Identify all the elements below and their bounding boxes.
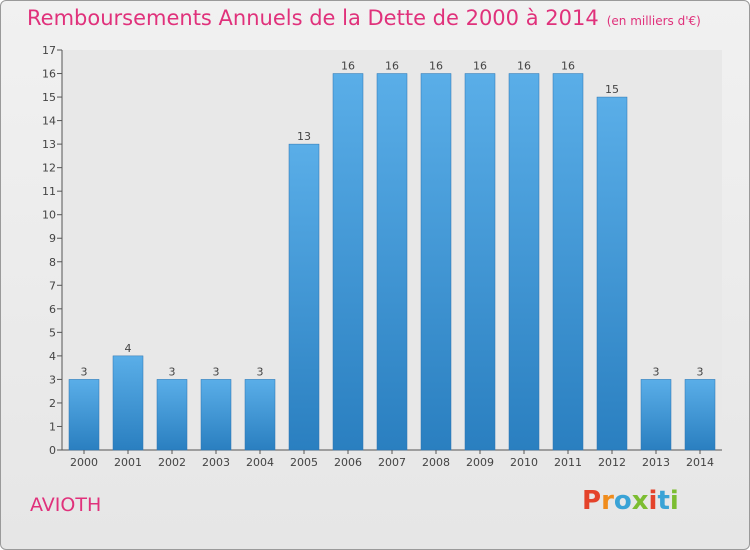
y-tick-label: 13	[42, 138, 56, 151]
data-label: 16	[341, 60, 355, 73]
data-label: 15	[605, 83, 619, 96]
data-label: 3	[697, 365, 704, 378]
y-tick-label: 4	[49, 350, 56, 363]
data-label: 3	[169, 365, 176, 378]
x-tick-label: 2002	[158, 456, 186, 469]
y-tick-label: 0	[49, 444, 56, 457]
chart-title-unit: (en milliers d'€)	[606, 14, 701, 28]
data-label: 4	[125, 342, 132, 355]
bar	[464, 73, 496, 451]
data-label: 3	[213, 365, 220, 378]
x-tick-label: 2014	[686, 456, 714, 469]
bar	[200, 379, 232, 451]
y-tick-label: 3	[49, 373, 56, 386]
y-tick-label: 9	[49, 232, 56, 245]
data-label: 3	[81, 365, 88, 378]
x-tick-label: 2009	[466, 456, 494, 469]
x-tick-label: 2006	[334, 456, 362, 469]
logo-letter: i	[648, 486, 658, 516]
bar	[596, 96, 628, 451]
x-tick-label: 2011	[554, 456, 582, 469]
bar	[244, 379, 276, 451]
commune-name: AVIOTH	[30, 494, 102, 516]
chart-title-text: Remboursements Annuels de la Dette de 20…	[27, 6, 599, 30]
x-tick-label: 2005	[290, 456, 318, 469]
logo-letter: x	[631, 486, 649, 516]
data-label: 3	[653, 365, 660, 378]
bar	[376, 73, 408, 451]
logo-letter: o	[613, 486, 632, 516]
proxiti-logo: Proxiti	[582, 486, 679, 516]
y-tick-label: 14	[42, 115, 56, 128]
data-label: 16	[561, 60, 575, 73]
bar	[684, 379, 716, 451]
y-tick-label: 15	[42, 91, 56, 104]
y-tick-label: 6	[49, 303, 56, 316]
y-tick-label: 16	[42, 68, 56, 81]
data-label: 16	[517, 60, 531, 73]
logo-letter: P	[582, 486, 602, 516]
data-label: 16	[429, 60, 443, 73]
bar	[552, 73, 584, 451]
x-tick-label: 2000	[70, 456, 98, 469]
bar	[332, 73, 364, 451]
y-tick-label: 5	[49, 326, 56, 339]
data-label: 16	[385, 60, 399, 73]
y-tick-label: 17	[42, 44, 56, 57]
logo-letter: t	[657, 486, 670, 516]
x-tick-label: 2008	[422, 456, 450, 469]
y-tick-label: 12	[42, 162, 56, 175]
bar	[68, 379, 100, 451]
x-tick-label: 2003	[202, 456, 230, 469]
logo-letter: i	[669, 486, 679, 516]
bar	[508, 73, 540, 451]
chart-title: Remboursements Annuels de la Dette de 20…	[27, 6, 701, 30]
y-tick-label: 2	[49, 397, 56, 410]
y-tick-label: 1	[49, 420, 56, 433]
x-tick-label: 2007	[378, 456, 406, 469]
data-label: 16	[473, 60, 487, 73]
y-tick-label: 10	[42, 209, 56, 222]
y-tick-label: 7	[49, 279, 56, 292]
bar	[112, 355, 144, 451]
x-tick-label: 2004	[246, 456, 274, 469]
x-tick-label: 2013	[642, 456, 670, 469]
y-tick-label: 8	[49, 256, 56, 269]
bar	[420, 73, 452, 451]
x-tick-label: 2012	[598, 456, 626, 469]
x-tick-label: 2010	[510, 456, 538, 469]
bar	[156, 379, 188, 451]
data-label: 13	[297, 130, 311, 143]
bar	[640, 379, 672, 451]
y-tick-label: 11	[42, 185, 56, 198]
data-label: 3	[257, 365, 264, 378]
bar	[288, 143, 320, 451]
logo-letter: r	[601, 486, 614, 516]
x-tick-label: 2001	[114, 456, 142, 469]
